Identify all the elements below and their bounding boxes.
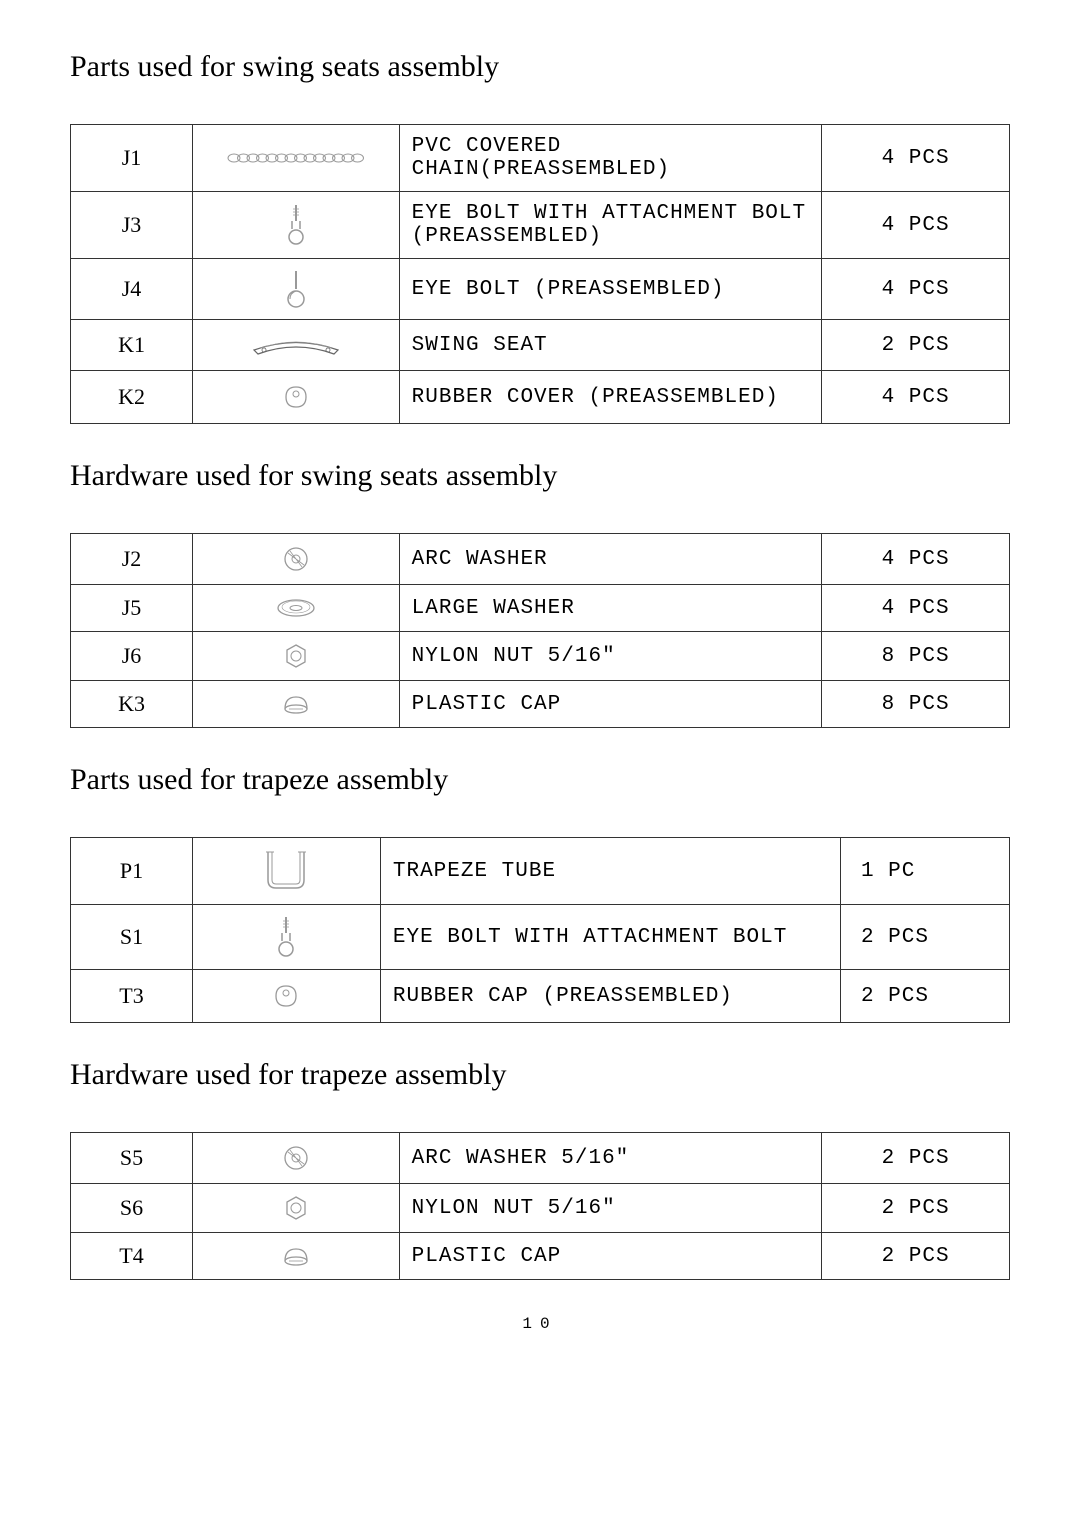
table-row: J3 EYE BOLT WITH ATTACHMENT BOLT (PREASS… [71,192,1010,259]
part-quantity: 2 PCS [840,905,1009,970]
part-quantity: 4 PCS [822,125,1010,192]
plastic-cap-icon [193,1233,400,1280]
part-quantity: 2 PCS [822,320,1010,371]
part-description: RUBBER CAP (PREASSEMBLED) [380,970,840,1023]
part-id: J1 [71,125,193,192]
arc-washer-icon [193,1133,400,1184]
part-id: T3 [71,970,193,1023]
part-description: EYE BOLT WITH ATTACHMENT BOLT [380,905,840,970]
rubber-ring-icon [193,371,400,424]
part-description: PLASTIC CAP [399,681,822,728]
part-description: PVC COVERED CHAIN(PREASSEMBLED) [399,125,822,192]
part-quantity: 4 PCS [822,585,1010,632]
part-id: J2 [71,534,193,585]
part-quantity: 8 PCS [822,681,1010,728]
part-quantity: 2 PCS [822,1133,1010,1184]
arc-washer-icon [193,534,400,585]
section-title: Hardware used for trapeze assembly [70,1058,1010,1092]
chain-icon [193,125,400,192]
table-row: K1 SWING SEAT2 PCS [71,320,1010,371]
part-description: ARC WASHER 5/16" [399,1133,822,1184]
nylon-nut-icon [193,632,400,681]
table-row: J1 PVC COVERED CHAIN(PREASSEMBLED)4 PCS [71,125,1010,192]
eyebolt-icon [193,259,400,320]
plastic-cap-icon [193,681,400,728]
part-description: NYLON NUT 5/16" [399,1184,822,1233]
part-id: K3 [71,681,193,728]
trapeze-tube-icon [193,838,381,905]
part-quantity: 4 PCS [822,192,1010,259]
parts-table: J1 PVC COVERED CHAIN(PREASSEMBLED)4 PCSJ… [70,124,1010,424]
table-row: S6 NYLON NUT 5/16"2 PCS [71,1184,1010,1233]
part-id: J4 [71,259,193,320]
table-row: T3 RUBBER CAP (PREASSEMBLED)2 PCS [71,970,1010,1023]
table-row: K2 RUBBER COVER (PREASSEMBLED)4 PCS [71,371,1010,424]
part-id: K2 [71,371,193,424]
part-description: NYLON NUT 5/16" [399,632,822,681]
table-row: S5 ARC WASHER 5/16"2 PCS [71,1133,1010,1184]
part-description: SWING SEAT [399,320,822,371]
table-row: J2 ARC WASHER4 PCS [71,534,1010,585]
table-row: K3 PLASTIC CAP8 PCS [71,681,1010,728]
part-quantity: 1 PC [840,838,1009,905]
part-description: ARC WASHER [399,534,822,585]
part-id: T4 [71,1233,193,1280]
table-row: S1 EYE BOLT WITH ATTACHMENT BOLT2 PCS [71,905,1010,970]
eyebolt-attach-icon [193,192,400,259]
rubber-ring-icon [193,970,381,1023]
part-quantity: 2 PCS [822,1233,1010,1280]
section-title: Hardware used for swing seats assembly [70,459,1010,493]
part-id: J6 [71,632,193,681]
table-row: J6 NYLON NUT 5/16"8 PCS [71,632,1010,681]
section-title: Parts used for swing seats assembly [70,50,1010,84]
section-title: Parts used for trapeze assembly [70,763,1010,797]
table-row: J5 LARGE WASHER4 PCS [71,585,1010,632]
part-description: LARGE WASHER [399,585,822,632]
part-id: J5 [71,585,193,632]
page-number: 10 [70,1315,1010,1333]
part-id: S6 [71,1184,193,1233]
part-quantity: 8 PCS [822,632,1010,681]
part-id: K1 [71,320,193,371]
part-quantity: 2 PCS [822,1184,1010,1233]
part-id: S1 [71,905,193,970]
part-quantity: 4 PCS [822,534,1010,585]
part-quantity: 4 PCS [822,371,1010,424]
parts-table: S5 ARC WASHER 5/16"2 PCSS6 NYLON NUT 5/1… [70,1132,1010,1280]
part-id: P1 [71,838,193,905]
part-description: PLASTIC CAP [399,1233,822,1280]
part-description: RUBBER COVER (PREASSEMBLED) [399,371,822,424]
part-id: J3 [71,192,193,259]
eyebolt-attach-icon [193,905,381,970]
part-description: TRAPEZE TUBE [380,838,840,905]
parts-table: P1 TRAPEZE TUBE1 PCS1 EYE BOLT WITH ATTA… [70,837,1010,1023]
seat-icon [193,320,400,371]
part-quantity: 4 PCS [822,259,1010,320]
part-quantity: 2 PCS [840,970,1009,1023]
part-description: EYE BOLT WITH ATTACHMENT BOLT (PREASSEMB… [399,192,822,259]
table-row: J4 EYE BOLT (PREASSEMBLED)4 PCS [71,259,1010,320]
large-washer-icon [193,585,400,632]
table-row: T4 PLASTIC CAP2 PCS [71,1233,1010,1280]
part-id: S5 [71,1133,193,1184]
table-row: P1 TRAPEZE TUBE1 PC [71,838,1010,905]
parts-table: J2 ARC WASHER4 PCSJ5 LARGE WASHER4 PCSJ6… [70,533,1010,728]
nylon-nut-icon [193,1184,400,1233]
part-description: EYE BOLT (PREASSEMBLED) [399,259,822,320]
